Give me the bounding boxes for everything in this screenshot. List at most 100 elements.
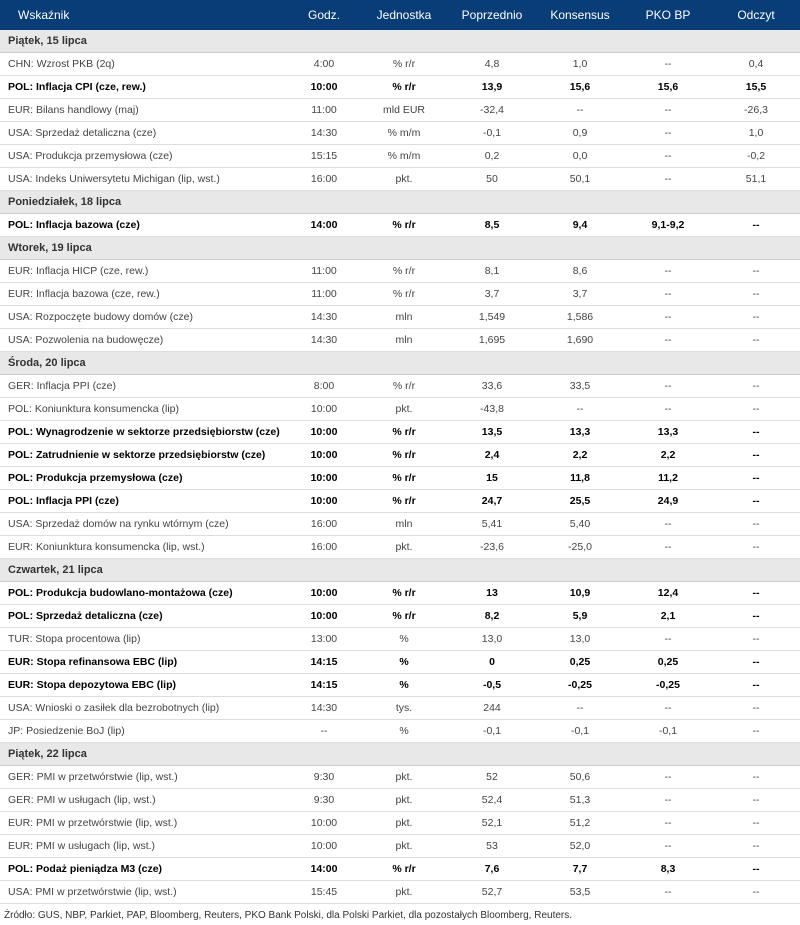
table-row: USA: Produkcja przemysłowa (cze)15:15% m…	[0, 145, 800, 168]
table-row: TUR: Stopa procentowa (lip)13:00%13,013,…	[0, 628, 800, 651]
value-cell: --	[712, 858, 800, 881]
value-cell: 0,25	[624, 651, 712, 674]
value-cell: 7,6	[448, 858, 536, 881]
value-cell: --	[712, 467, 800, 490]
economic-calendar-table: Wskaźnik Godz. Jednostka Poprzednio Kons…	[0, 0, 800, 904]
value-cell: -25,0	[536, 536, 624, 559]
value-cell: 13,0	[448, 628, 536, 651]
value-cell: --	[624, 513, 712, 536]
value-cell: --	[624, 145, 712, 168]
value-cell: 2,4	[448, 444, 536, 467]
value-cell: 14:30	[288, 306, 360, 329]
value-cell: -43,8	[448, 398, 536, 421]
value-cell: 0,25	[536, 651, 624, 674]
value-cell: 4,8	[448, 53, 536, 76]
value-cell: --	[536, 398, 624, 421]
value-cell: pkt.	[360, 835, 448, 858]
section-title: Środa, 20 lipca	[0, 352, 800, 375]
value-cell: pkt.	[360, 168, 448, 191]
value-cell: % r/r	[360, 260, 448, 283]
value-cell: 13,9	[448, 76, 536, 99]
table-header-row: Wskaźnik Godz. Jednostka Poprzednio Kons…	[0, 0, 800, 30]
value-cell: --	[624, 306, 712, 329]
indicator-cell: GER: PMI w usługach (lip, wst.)	[0, 789, 288, 812]
table-row: POL: Sprzedaż detaliczna (cze)10:00% r/r…	[0, 605, 800, 628]
value-cell: 50,6	[536, 766, 624, 789]
value-cell: 15	[448, 467, 536, 490]
value-cell: %	[360, 674, 448, 697]
section-title: Czwartek, 21 lipca	[0, 559, 800, 582]
table-body: Piątek, 15 lipcaCHN: Wzrost PKB (2q)4:00…	[0, 30, 800, 904]
value-cell: 8,6	[536, 260, 624, 283]
value-cell: --	[624, 835, 712, 858]
col-reading: Odczyt	[712, 0, 800, 30]
value-cell: --	[712, 283, 800, 306]
indicator-cell: EUR: Inflacja HICP (cze, rew.)	[0, 260, 288, 283]
table-row: EUR: Inflacja HICP (cze, rew.)11:00% r/r…	[0, 260, 800, 283]
table-row: EUR: Bilans handlowy (maj)11:00mld EUR-3…	[0, 99, 800, 122]
col-unit: Jednostka	[360, 0, 448, 30]
section-title: Wtorek, 19 lipca	[0, 237, 800, 260]
value-cell: 25,5	[536, 490, 624, 513]
value-cell: 10:00	[288, 605, 360, 628]
value-cell: --	[624, 398, 712, 421]
indicator-cell: JP: Posiedzenie BoJ (lip)	[0, 720, 288, 743]
value-cell: 14:00	[288, 858, 360, 881]
value-cell: 14:30	[288, 697, 360, 720]
table-row: JP: Posiedzenie BoJ (lip)--%-0,1-0,1-0,1…	[0, 720, 800, 743]
value-cell: --	[624, 99, 712, 122]
value-cell: --	[712, 214, 800, 237]
value-cell: --	[536, 99, 624, 122]
value-cell: 13,3	[536, 421, 624, 444]
value-cell: 52,7	[448, 881, 536, 904]
value-cell: 52,0	[536, 835, 624, 858]
value-cell: mld EUR	[360, 99, 448, 122]
value-cell: --	[624, 812, 712, 835]
value-cell: 5,41	[448, 513, 536, 536]
value-cell: 9:30	[288, 766, 360, 789]
value-cell: pkt.	[360, 536, 448, 559]
value-cell: --	[712, 651, 800, 674]
value-cell: pkt.	[360, 881, 448, 904]
value-cell: mln	[360, 306, 448, 329]
table-row: POL: Podaż pieniądza M3 (cze)14:00% r/r7…	[0, 858, 800, 881]
value-cell: 1,0	[712, 122, 800, 145]
section-header-row: Środa, 20 lipca	[0, 352, 800, 375]
section-title: Piątek, 15 lipca	[0, 30, 800, 53]
value-cell: -26,3	[712, 99, 800, 122]
indicator-cell: USA: PMI w przetwórstwie (lip, wst.)	[0, 881, 288, 904]
value-cell: 10:00	[288, 490, 360, 513]
table-row: POL: Zatrudnienie w sektorze przedsiębio…	[0, 444, 800, 467]
table-row: POL: Inflacja PPI (cze)10:00% r/r24,725,…	[0, 490, 800, 513]
value-cell: 1,0	[536, 53, 624, 76]
value-cell: -0,1	[448, 720, 536, 743]
value-cell: --	[712, 697, 800, 720]
indicator-cell: EUR: Inflacja bazowa (cze, rew.)	[0, 283, 288, 306]
value-cell: 2,2	[624, 444, 712, 467]
value-cell: --	[624, 628, 712, 651]
value-cell: % m/m	[360, 122, 448, 145]
value-cell: 11:00	[288, 260, 360, 283]
table-row: USA: PMI w przetwórstwie (lip, wst.)15:4…	[0, 881, 800, 904]
value-cell: pkt.	[360, 766, 448, 789]
value-cell: -0,25	[624, 674, 712, 697]
table-row: POL: Inflacja CPI (cze, rew.)10:00% r/r1…	[0, 76, 800, 99]
value-cell: % r/r	[360, 444, 448, 467]
value-cell: --	[624, 375, 712, 398]
table-row: USA: Sprzedaż detaliczna (cze)14:30% m/m…	[0, 122, 800, 145]
value-cell: --	[712, 812, 800, 835]
value-cell: 50,1	[536, 168, 624, 191]
section-header-row: Wtorek, 19 lipca	[0, 237, 800, 260]
value-cell: -0,1	[536, 720, 624, 743]
value-cell: 11:00	[288, 99, 360, 122]
indicator-cell: USA: Rozpoczęte budowy domów (cze)	[0, 306, 288, 329]
value-cell: --	[624, 881, 712, 904]
value-cell: 1,549	[448, 306, 536, 329]
value-cell: 51,2	[536, 812, 624, 835]
value-cell: pkt.	[360, 812, 448, 835]
value-cell: 244	[448, 697, 536, 720]
value-cell: 16:00	[288, 513, 360, 536]
value-cell: --	[712, 536, 800, 559]
section-title: Piątek, 22 lipca	[0, 743, 800, 766]
value-cell: --	[624, 283, 712, 306]
